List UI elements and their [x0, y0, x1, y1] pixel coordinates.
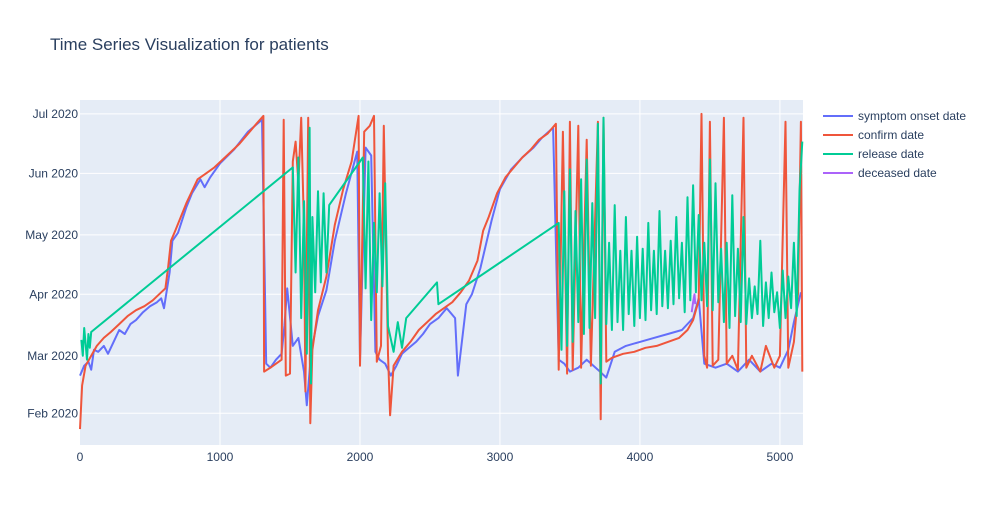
y-tick-label: Feb 2020 — [27, 406, 78, 420]
legend-item[interactable]: symptom onset date — [823, 109, 966, 123]
x-tick-label: 0 — [77, 450, 84, 464]
legend-label: deceased date — [858, 166, 937, 180]
y-tick-label: Jul 2020 — [33, 107, 79, 121]
gridlines — [80, 100, 803, 445]
y-tick-label: Apr 2020 — [29, 287, 78, 301]
legend: symptom onset date confirm date release da… — [823, 109, 966, 180]
y-tick-label: Mar 2020 — [27, 349, 78, 363]
x-tick-label: 2000 — [347, 450, 374, 464]
x-tick-label: 4000 — [627, 450, 654, 464]
chart-title: Time Series Visualization for patients — [50, 35, 329, 54]
x-tick-label: 1000 — [207, 450, 234, 464]
legend-label: symptom onset date — [858, 109, 966, 123]
series-line-2 — [80, 116, 804, 385]
legend-item[interactable]: deceased date — [823, 166, 937, 180]
series-line-0 — [79, 118, 802, 407]
series-lines — [79, 112, 804, 430]
x-axis: 0 1000 2000 3000 4000 5000 — [77, 450, 794, 464]
series-line-3 — [690, 293, 697, 313]
x-tick-label: 5000 — [767, 450, 794, 464]
x-tick-label: 3000 — [487, 450, 514, 464]
legend-label: release date — [858, 147, 924, 161]
series-line-1 — [79, 112, 804, 430]
legend-item[interactable]: confirm date — [823, 128, 924, 142]
legend-item[interactable]: release date — [823, 147, 924, 161]
y-tick-label: May 2020 — [25, 228, 78, 242]
y-tick-label: Jun 2020 — [29, 166, 79, 180]
legend-label: confirm date — [858, 128, 924, 142]
y-axis: Feb 2020 Mar 2020 Apr 2020 May 2020 Jun 2020… — [25, 107, 78, 420]
